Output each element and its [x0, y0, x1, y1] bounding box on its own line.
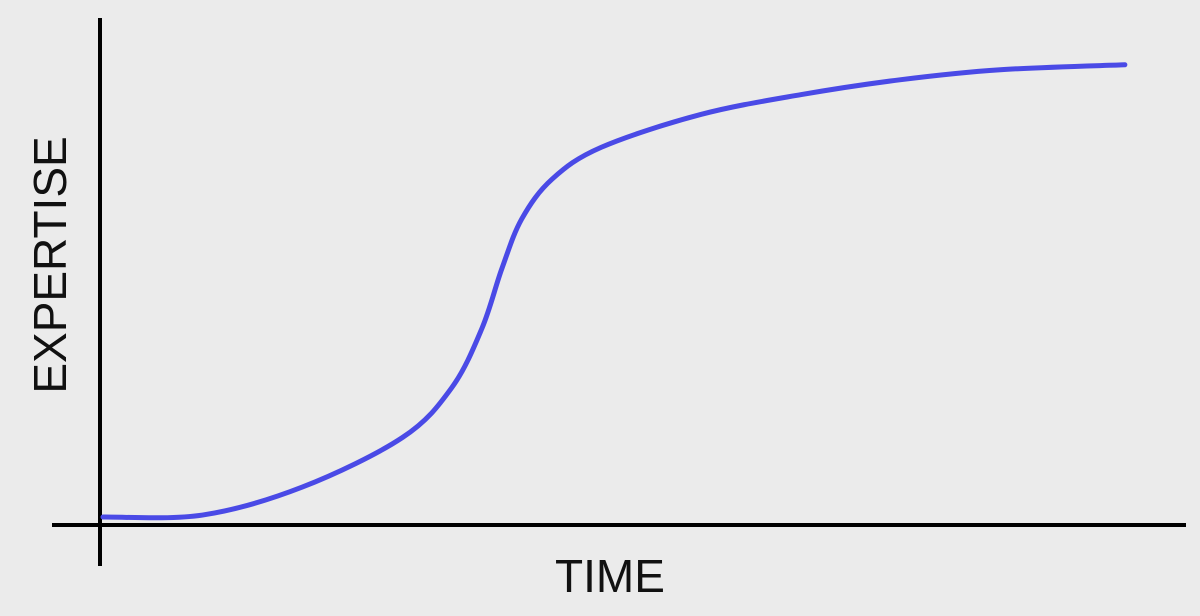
y-axis-label: EXPERTISE — [24, 136, 76, 393]
series-line — [100, 62, 1128, 521]
x-axis-label: TIME — [555, 550, 665, 602]
